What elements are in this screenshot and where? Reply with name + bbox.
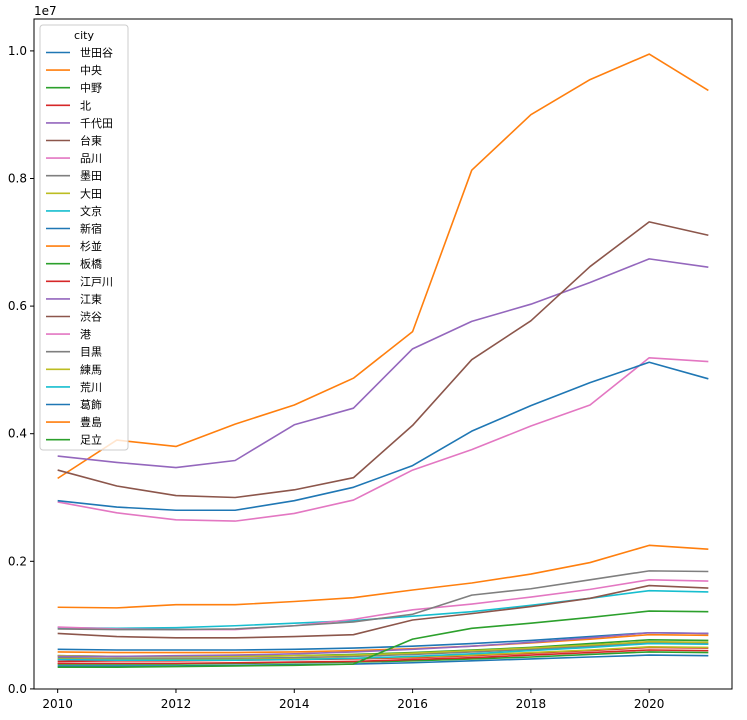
series-line-17 <box>57 570 709 631</box>
legend-label: 大田 <box>80 186 102 200</box>
series-line-21 <box>57 544 709 609</box>
legend-label: 江東 <box>80 293 102 306</box>
legend-label: 練馬 <box>80 362 102 376</box>
x-tick-label: 2012 <box>161 697 192 711</box>
series-line-7 <box>57 642 709 660</box>
legend: city 世田谷中央中野北千代田台東品川墨田大田文京新宿杉並板橋江戸川江東渋谷港… <box>39 24 129 451</box>
x-tick-label: 2014 <box>279 697 310 711</box>
x-axis: 2010 2012 2014 2016 2018 2020 <box>42 689 664 711</box>
series-line-22 <box>57 610 709 669</box>
legend-label: 北 <box>80 99 91 112</box>
series-lines <box>57 53 709 669</box>
series-line-15 <box>57 584 709 639</box>
legend-label: 豊島 <box>80 415 102 429</box>
series-line-5 <box>57 221 709 499</box>
series-line-19 <box>57 642 709 661</box>
y-tick-label: 0.8 <box>8 172 27 186</box>
legend-label: 荒川 <box>80 381 102 394</box>
y-axis-offset-label: 1e7 <box>34 4 57 18</box>
legend-label: 江戸川 <box>80 275 113 288</box>
x-tick-label: 2010 <box>42 697 73 711</box>
y-tick-label: 0.2 <box>8 554 27 568</box>
legend-label: 品川 <box>80 152 102 165</box>
series-line-14 <box>57 631 709 658</box>
series-line-13 <box>57 649 709 665</box>
y-tick-label: 0.6 <box>8 299 27 313</box>
legend-label: 中野 <box>80 82 102 95</box>
legend-label: 世田谷 <box>80 47 113 60</box>
series-line-10 <box>57 361 709 512</box>
legend-label: 目黒 <box>80 346 102 359</box>
x-tick-label: 2016 <box>397 697 428 711</box>
x-tick-label: 2018 <box>516 697 547 711</box>
y-axis: 0.0 0.2 0.4 0.6 0.8 1.0 <box>8 44 34 696</box>
series-line-11 <box>57 633 709 654</box>
legend-label: 千代田 <box>80 117 113 130</box>
legend-label: 港 <box>80 328 91 341</box>
legend-label: 板橋 <box>80 257 102 271</box>
legend-label: 台東 <box>80 134 102 148</box>
legend-label: 渋谷 <box>80 311 102 324</box>
series-line-1 <box>57 53 709 480</box>
legend-label: 足立 <box>80 433 102 447</box>
legend-title: city <box>74 29 94 42</box>
legend-box <box>39 24 129 451</box>
series-line-4 <box>57 258 709 469</box>
x-tick-label: 2020 <box>634 697 665 711</box>
legend-label: 中央 <box>80 64 102 77</box>
legend-label: 文京 <box>80 204 102 218</box>
legend-label: 墨田 <box>80 170 102 183</box>
legend-label: 杉並 <box>80 239 102 253</box>
series-line-0 <box>57 631 709 651</box>
legend-label: 新宿 <box>80 222 102 236</box>
y-tick-label: 1.0 <box>8 44 27 58</box>
series-line-6 <box>57 356 709 522</box>
y-tick-label: 0.0 <box>8 682 27 696</box>
y-tick-label: 0.4 <box>8 427 27 441</box>
legend-label: 葛飾 <box>80 399 102 412</box>
